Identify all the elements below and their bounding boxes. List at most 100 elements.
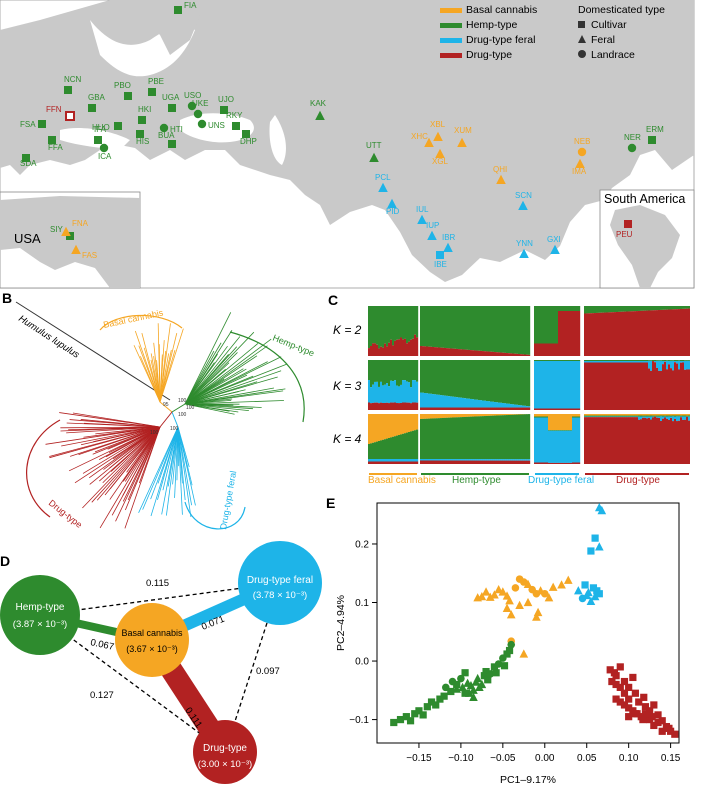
node-basal [115,603,189,677]
site-label-kak: KAK [310,99,327,108]
site-marker-iul [417,214,427,224]
pca-point-drug-15 [658,717,666,725]
pca-point-basal-1 [477,591,487,601]
legend-type-cultivar: Cultivar [578,19,627,31]
site-marker-gba [88,104,96,112]
pca-point-hemp-6 [419,711,427,719]
pca-point-basal-24 [532,612,541,621]
site-marker-bua [168,140,176,148]
site-label-ibr: IBR [442,233,456,242]
pca-point-basal-19 [544,593,554,602]
site-label-erm: ERM [646,125,664,134]
pca-point-hemp-26 [477,679,487,689]
site-marker-pid [387,198,397,208]
legend-item-feral: Drug-type feral [440,34,535,46]
site-marker-ima [575,158,585,168]
clade-label-hemp: Hemp-type [271,333,316,359]
site-label-xbl: XBL [430,120,446,129]
legend-type-feral: Feral [578,34,615,46]
pca-point-drug-20 [650,721,658,730]
k-label-4: K = 4 [333,432,362,446]
node-label-basal: Basal cannabis [121,628,183,638]
pca-point-hemp-31 [490,663,499,671]
pca-point-basal-14 [523,579,533,588]
landmass-usa [0,196,140,288]
site-marker-xgl [435,148,445,158]
pca-point-basal-13 [520,578,528,586]
pca-point-drug-28 [612,695,620,703]
outgroup-branch [15,301,171,401]
site-label-iup: IUP [426,221,439,230]
site-marker-iup [427,230,437,240]
site-label-utt: UTT [366,141,382,150]
inset-label-usa: USA [14,231,41,246]
site-label-xum: XUM [454,126,472,135]
site-label-ima: IMA [572,167,587,176]
site-marker-erm [648,136,656,144]
site-marker-fna [61,226,71,236]
pca-point-hemp-15 [453,680,461,689]
site-label-iul: IUL [416,205,429,214]
pca-point-hemp-30 [486,670,495,678]
node-label-drug: Drug-type [203,743,247,754]
panel-label-e: E [326,495,336,511]
pca-point-hemp-39 [469,692,478,701]
legend-item-drug: Drug-type [440,49,512,61]
pca-point-drug-36 [625,713,633,721]
site-label-huo: HUO [92,123,110,132]
legend-types-title: Domesticated type [578,4,665,16]
legend-item-hemp: Hemp-type [440,19,517,31]
x-tick-label-0: −0.15 [406,753,432,764]
pca-point-hemp-3 [406,717,415,725]
site-marker-fas [71,244,81,254]
diversity-network: 0.115 0.067 0.071 0.097 0.127 0.111 Hemp… [0,541,322,784]
node-value-basal: (3.67 × 10⁻³) [126,644,178,654]
clade-arc-feral [184,501,246,530]
site-label-rky: RKY [226,111,243,120]
pca-point-drug-6 [620,689,629,697]
site-label-sda: SDA [20,159,37,168]
pca-point-basal-26 [533,607,543,617]
admix-group-label-basal: Basal cannabis [368,475,436,486]
clade-arc-basal [99,314,183,331]
clade-label-feral: Drug-type feral [218,470,238,530]
pca-point-feral-1 [597,505,607,515]
site-label-uns: UNS [208,121,225,130]
site-marker-ifa [94,136,102,144]
site-label-gba: GBA [88,93,106,102]
node-hemp [0,575,80,655]
clade-label-drug: Drug-type [47,498,84,530]
panel-label-d: D [0,553,11,569]
site-marker-uga [168,104,176,112]
pca-point-hemp-35 [500,662,509,670]
pca-point-drug-9 [635,698,643,706]
site-marker-ujo [220,106,228,114]
site-label-fna: FNA [72,219,89,228]
site-marker-uns [197,119,207,129]
site-marker-kak [315,110,325,120]
pca-scatter: −0.15 −0.10 −0.05 0.00 0.05 0.10 0.15 −0.1 0.0 0.… [335,502,681,786]
pca-point-basal-4 [490,590,499,599]
site-marker-fia [174,6,182,14]
site-marker-utt [369,152,379,162]
pca-point-hemp-32 [492,669,500,677]
site-label-pcl: PCL [375,173,391,182]
pca-point-drug-0 [606,666,614,674]
pca-frame [376,502,680,744]
pca-point-drug-37 [631,710,639,718]
site-label-fas: FAS [82,251,97,260]
pca-point-drug-33 [648,713,656,721]
pca-point-drug-38 [665,724,673,732]
site-marker-gxi [550,244,560,254]
pca-point-hemp-1 [396,715,405,724]
map-legend: Basal cannabis Hemp-type Drug-type feral… [440,4,710,80]
pca-point-drug-2 [616,663,624,671]
site-label-ica: ICA [98,152,112,161]
pca-point-drug-30 [612,680,620,689]
site-label-xhc: XHC [411,132,428,141]
site-marker-peu [624,220,632,228]
site-label-ujo: UJO [218,95,234,104]
pca-point-basal-22 [563,575,573,584]
pca-point-drug-19 [658,727,666,735]
pca-point-feral-5 [574,586,583,595]
